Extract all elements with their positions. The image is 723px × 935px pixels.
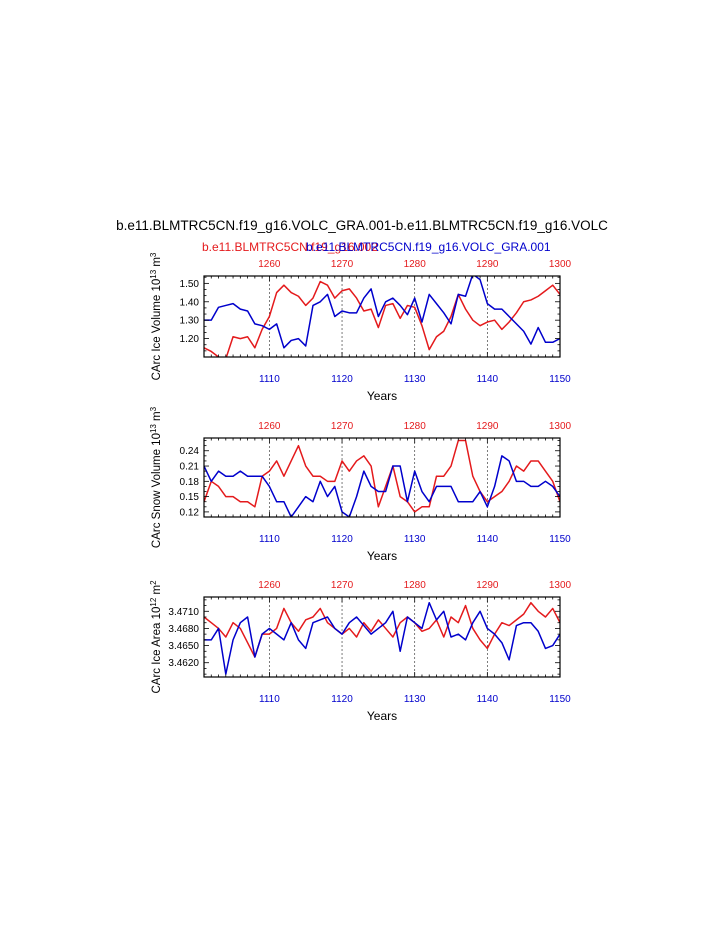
x-top-tick-label: 1270 [331,259,354,270]
series-line-blue [204,601,560,675]
panel-1: 1110 1120 1130 1140 1150 1260 1270 1280 1290 1300… [149,252,572,403]
series-line-red [204,280,560,357]
x-top-tick-label: 1300 [549,580,572,591]
x-bottom-tick-label: 1140 [477,694,499,705]
y-tick-label: 1.50 [180,279,200,290]
y-tick-label: 3.4650 [168,641,199,652]
plot-frame [203,596,561,678]
y-tick-label: 1.40 [180,297,200,308]
y-tick-label: 0.21 [180,462,200,473]
x-bottom-tick-label: 1120 [331,534,353,545]
x-top-tick-label: 1290 [476,259,499,270]
y-axis-label: CArc Ice Volume 1013 m3 [149,252,164,380]
y-tick-label: 3.4680 [168,624,199,635]
y-tick-label: 1.20 [180,334,200,345]
x-bottom-tick-label: 1130 [404,374,426,385]
x-top-tick-label: 1270 [331,421,354,432]
x-top-tick-label: 1280 [404,259,427,270]
x-bottom-tick-label: 1110 [259,534,280,545]
y-tick-label: 0.24 [180,446,200,457]
legend-red-label: b.e11.BLMTRC5CN.f19_g16.002 [202,240,378,254]
x-top-tick-label: 1260 [258,421,281,432]
x-top-tick-label: 1300 [549,421,572,432]
x-bottom-tick-label: 1150 [549,374,571,385]
y-axis-label: CArc Snow Volume 1013 m3 [149,406,164,548]
plot-frame [203,437,561,518]
panel-3: 1110 1120 1130 1140 1150 1260 1270 1280 1290 1300… [149,580,572,723]
x-bottom-tick-label: 1110 [259,374,280,385]
panel-2: 1110 1120 1130 1140 1150 1260 1270 1280 1290 1300… [149,406,572,563]
x-bottom-tick-label: 1150 [549,534,571,545]
y-tick-label: 3.4710 [168,607,199,618]
x-bottom-tick-label: 1140 [477,374,499,385]
x-axis-label: Years [367,709,397,723]
series-line-blue [204,276,560,349]
x-bottom-tick-label: 1130 [404,534,426,545]
x-bottom-tick-label: 1110 [259,694,280,705]
x-top-tick-label: 1290 [476,421,499,432]
plot-frame [203,275,561,358]
x-axis-label: Years [367,389,397,403]
x-top-tick-label: 1280 [404,421,427,432]
series-line-red [204,439,560,513]
panels: 1110 1120 1130 1140 1150 1260 1270 1280 1290 1300… [149,252,572,723]
x-bottom-tick-label: 1140 [477,534,499,545]
x-axis-label: Years [367,549,397,563]
series-line-blue [204,455,560,517]
x-bottom-tick-label: 1120 [331,374,353,385]
x-top-tick-label: 1300 [549,259,572,270]
legend-blue-label: b.e11.BLMTRC5CN.f19_g16.VOLC_GRA.001 [306,240,551,254]
y-tick-label: 3.4620 [168,658,199,669]
x-top-tick-label: 1280 [404,580,427,591]
x-top-tick-label: 1260 [258,259,281,270]
y-tick-label: 0.15 [180,492,200,503]
x-top-tick-label: 1260 [258,580,281,591]
figure-title: b.e11.BLMTRC5CN.f19_g16.VOLC_GRA.001-b.e… [116,218,608,233]
x-bottom-tick-label: 1150 [549,694,571,705]
y-tick-label: 0.12 [180,507,200,518]
x-bottom-tick-label: 1120 [331,694,353,705]
y-axis-label: CArc Ice Area 1012 m2 [149,580,164,694]
y-tick-label: 0.18 [180,477,200,488]
x-top-tick-label: 1270 [331,580,354,591]
x-bottom-tick-label: 1130 [404,694,426,705]
x-top-tick-label: 1290 [476,580,499,591]
y-tick-label: 1.30 [180,316,200,327]
